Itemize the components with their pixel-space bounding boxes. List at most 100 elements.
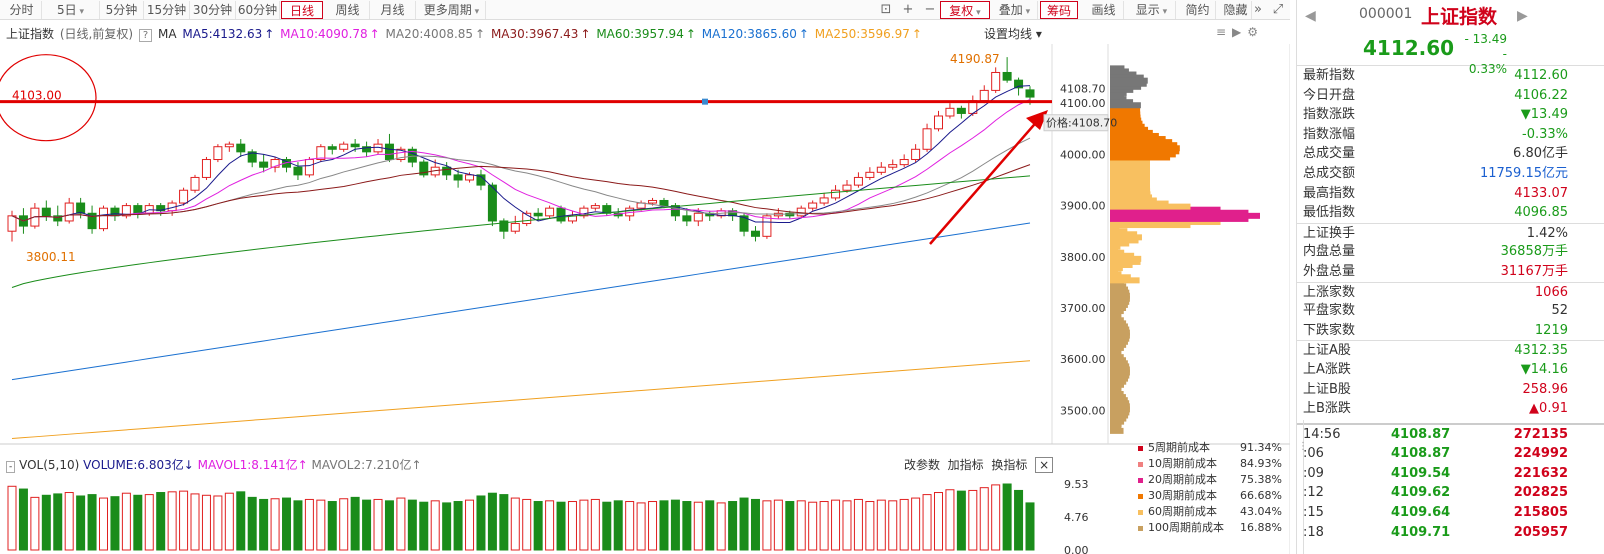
quote-rows: 最新指数 4112.60 今日开盘 4106.22 指数涨跌 ▼13.49 指数涨幅 -0.3… — [1297, 66, 1604, 419]
cost-legend-row: 60周期前成本 43.04% — [1138, 504, 1286, 520]
kline-chart[interactable]: 4100.00 4000.00 3900.00 3800.00 3700.00 3600.… — [0, 44, 1290, 554]
volume-bar — [121, 492, 131, 551]
chip-bar — [1110, 277, 1140, 284]
cost-legend-row: 30周期前成本 66.68% — [1138, 488, 1286, 504]
fuquan-button[interactable]: 复权 — [940, 1, 990, 19]
tab-30min[interactable]: 30分钟 — [190, 1, 236, 19]
quote-value: 4096.85 — [1514, 205, 1568, 221]
level-price-label: 4103.00 — [12, 89, 62, 103]
fullscreen-icon[interactable]: ⤢ — [1272, 2, 1284, 17]
volume-bar — [87, 494, 97, 551]
candle-body — [224, 143, 234, 148]
quote-row: 最高指数 4133.07 — [1297, 184, 1604, 204]
volume-bar — [487, 492, 497, 551]
volume-bar — [476, 495, 486, 551]
chip-bar — [1110, 200, 1169, 207]
volume-bar — [224, 492, 234, 551]
tick-row: 14:56 4108.87 272135 — [1297, 425, 1604, 445]
candle-body — [899, 159, 909, 166]
chip-bar — [1110, 71, 1137, 78]
quote-row: 上证B股 258.96 — [1297, 380, 1604, 400]
candle-body — [41, 207, 51, 217]
quote-row: 平盘家数 52 — [1297, 301, 1604, 321]
tab-5min[interactable]: 5分钟 — [100, 1, 144, 19]
candle-body — [510, 223, 520, 232]
hide-button[interactable]: 隐藏 — [1220, 1, 1252, 19]
add-indicator-link[interactable]: 加指标 — [947, 458, 984, 472]
overlay-button[interactable]: 叠加 — [992, 1, 1038, 19]
tab-fenshi[interactable]: 分时 — [2, 1, 42, 19]
chip-bar — [1110, 344, 1124, 351]
display-button[interactable]: 显示 — [1128, 1, 1176, 19]
lock-icon[interactable]: ⊡ — [880, 2, 892, 17]
forward-icon[interactable]: » — [1254, 2, 1262, 17]
switch-indicator-link[interactable]: 换指标 — [991, 458, 1028, 472]
tab-daily[interactable]: 日线 — [281, 1, 323, 19]
candle-body — [179, 189, 189, 204]
legend-swatch — [1138, 477, 1143, 483]
volume-bar — [876, 499, 886, 551]
tick-volume: 205957 — [1513, 524, 1568, 540]
plus-icon[interactable]: + — [902, 2, 914, 17]
volume-bar — [785, 501, 795, 551]
collapse-icon[interactable]: - — [6, 461, 16, 473]
next-icon[interactable]: ▶ — [1517, 8, 1528, 24]
chip-bar — [1110, 421, 1122, 428]
close-icon[interactable]: × — [1035, 457, 1054, 473]
chip-bar — [1110, 102, 1141, 109]
chip-bar — [1110, 311, 1122, 318]
chip-bar — [1110, 252, 1135, 259]
chip-bar — [1110, 283, 1127, 290]
simple-button[interactable]: 简约 — [1180, 1, 1216, 19]
chip-bar — [1110, 77, 1148, 84]
candle-body — [236, 143, 246, 153]
edit-params-link[interactable]: 改参数 — [904, 458, 941, 472]
volume-bar — [533, 501, 543, 551]
draw-line-button[interactable]: 画线 — [1084, 1, 1124, 19]
chip-bar — [1110, 218, 1221, 225]
tick-scrollbar[interactable]: ⋮ — [1298, 420, 1308, 554]
tick-price: 4109.71 — [1391, 524, 1451, 540]
volume-bar — [933, 492, 943, 551]
tab-60min[interactable]: 60分钟 — [236, 1, 280, 19]
chip-bar — [1110, 169, 1150, 176]
chip-bar — [1110, 157, 1150, 164]
tick-price: 4109.62 — [1391, 485, 1451, 501]
candle-body — [1025, 89, 1035, 98]
quote-key: 最高指数 — [1303, 185, 1356, 201]
tab-monthly[interactable]: 月线 — [370, 1, 416, 19]
tab-weekly[interactable]: 周线 — [326, 1, 370, 19]
candle-body — [842, 184, 852, 191]
arrow-up-icon: ↑ — [411, 458, 422, 472]
help-icon[interactable]: ? — [138, 29, 153, 42]
chip-bar — [1110, 308, 1124, 315]
prev-icon[interactable]: ◀ — [1305, 8, 1316, 24]
ma-setting-button[interactable]: 设置均线 ▾ — [984, 27, 1042, 41]
chip-bar — [1110, 105, 1141, 112]
candle-body — [796, 207, 806, 217]
chip-bar — [1110, 369, 1130, 376]
minus-icon[interactable]: − — [924, 2, 936, 17]
tab-15min[interactable]: 15分钟 — [144, 1, 190, 19]
cost-legend-row: 10周期前成本 84.93% — [1138, 456, 1286, 472]
chips-button[interactable]: 筹码 — [1040, 1, 1078, 19]
ma250-line — [11, 360, 1031, 440]
volume-bar — [236, 491, 246, 551]
chip-bar — [1110, 354, 1124, 361]
volume-bar — [968, 489, 978, 551]
chip-bar — [1110, 391, 1124, 398]
chip-bar — [1110, 403, 1130, 410]
chip-bar — [1110, 366, 1130, 373]
chip-bar — [1110, 132, 1159, 139]
volume-bar — [945, 489, 955, 551]
volume-bar — [213, 495, 223, 551]
tab-5day[interactable]: 5日 — [42, 1, 100, 19]
chip-bar — [1110, 148, 1180, 155]
candle-body — [442, 166, 452, 176]
tab-more-periods[interactable]: 更多周期 — [418, 1, 486, 19]
candle-body — [1002, 71, 1012, 81]
chart-tools-icon[interactable]: ≡▶⚙ — [1216, 25, 1265, 39]
chip-bar — [1110, 415, 1127, 422]
price-tag-box — [1043, 114, 1109, 132]
volume-bar — [350, 496, 360, 551]
